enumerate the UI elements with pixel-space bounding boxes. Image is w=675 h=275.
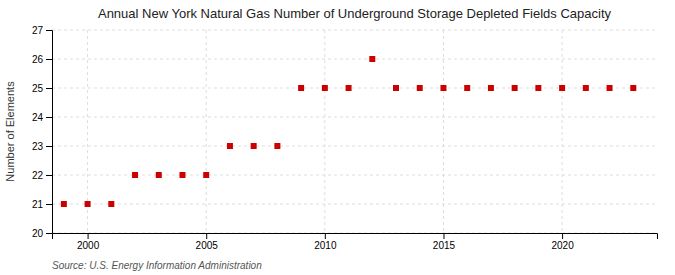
y-tick-label: 24 (32, 112, 44, 123)
y-grid-line (52, 204, 657, 205)
x-tick: 2010 (314, 233, 337, 251)
y-tick: 24 (32, 112, 52, 123)
x-tick-label: 2020 (551, 240, 574, 251)
y-tick-mark (46, 233, 52, 234)
point (274, 143, 280, 149)
y-tick-mark (46, 30, 52, 31)
point (61, 201, 67, 207)
x-tick-label: 2015 (433, 240, 456, 251)
x-tick: 2000 (77, 233, 100, 251)
point (559, 85, 565, 91)
point (346, 85, 352, 91)
point (179, 172, 185, 178)
y-tick: 20 (32, 228, 52, 239)
y-grid-line (52, 146, 657, 147)
x-tick-mark (562, 233, 563, 239)
point (393, 85, 399, 91)
y-tick: 23 (32, 141, 52, 152)
x-axis-line (53, 234, 658, 240)
point (535, 85, 541, 91)
point (108, 201, 114, 207)
chart: 200020052010201520202021222324252627Annu… (0, 0, 675, 275)
title: Annual New York Natural Gas Number of Un… (98, 6, 612, 21)
y-tick-mark (46, 59, 52, 60)
x-axis: 2000 2005 2010 2015 2020 (53, 233, 658, 251)
y-tick-mark (46, 175, 52, 176)
x-tick-mark (325, 233, 326, 239)
y-tick-label: 25 (32, 83, 44, 94)
points (61, 56, 636, 207)
point (464, 85, 470, 91)
grid (52, 30, 657, 233)
source: Source: U.S. Energy Information Administ… (52, 260, 262, 271)
y-tick: 25 (32, 83, 52, 94)
point (132, 172, 138, 178)
y-axis-line (46, 31, 53, 234)
x-tick-label: 2005 (196, 240, 219, 251)
plot: 200020052010201520202021222324252627 (32, 25, 658, 251)
y-tick-mark (46, 117, 52, 118)
x-grid-line (206, 30, 207, 233)
point (203, 172, 209, 178)
point (298, 85, 304, 91)
x-tick-mark (88, 233, 89, 239)
y-tick-label: 21 (32, 199, 44, 210)
y-axis-title: Number of Elements (4, 81, 16, 182)
y-tick: 26 (32, 54, 52, 65)
point (417, 85, 423, 91)
x-grid-line (562, 30, 563, 233)
y-tick-mark (46, 88, 52, 89)
x-tick: 2020 (551, 233, 574, 251)
y-grid-line (52, 59, 657, 60)
y-tick-mark (46, 204, 52, 205)
point (85, 201, 91, 207)
x-tick: 2005 (196, 233, 219, 251)
x-tick-mark (206, 233, 207, 239)
x-grid-line (443, 30, 444, 233)
point (227, 143, 233, 149)
y-tick: 27 (32, 25, 52, 36)
y-tick-label: 20 (32, 228, 44, 239)
point (583, 85, 589, 91)
y-tick: 22 (32, 170, 52, 181)
x-tick-label: 2000 (77, 240, 100, 251)
y-grid-line (52, 175, 657, 176)
y-grid-line (52, 117, 657, 118)
y-tick-label: 27 (32, 25, 44, 36)
point (156, 172, 162, 178)
y-grid-line (52, 88, 657, 89)
y-grid-line (52, 30, 657, 31)
point (488, 85, 494, 91)
point (322, 85, 328, 91)
point (251, 143, 257, 149)
x-grid-line (324, 30, 325, 233)
y-tick-label: 23 (32, 141, 44, 152)
y-tick-label: 22 (32, 170, 44, 181)
point (369, 56, 375, 62)
y-tick-mark (46, 146, 52, 147)
point (440, 85, 446, 91)
y-axis: 20 21 22 23 24 25 26 27 (32, 25, 53, 239)
x-tick-mark (443, 233, 444, 239)
y-tick: 21 (32, 199, 52, 210)
x-tick: 2015 (433, 233, 456, 251)
y-tick-label: 26 (32, 54, 44, 65)
point (512, 85, 518, 91)
point (630, 85, 636, 91)
x-tick-label: 2010 (314, 240, 337, 251)
point (607, 85, 613, 91)
